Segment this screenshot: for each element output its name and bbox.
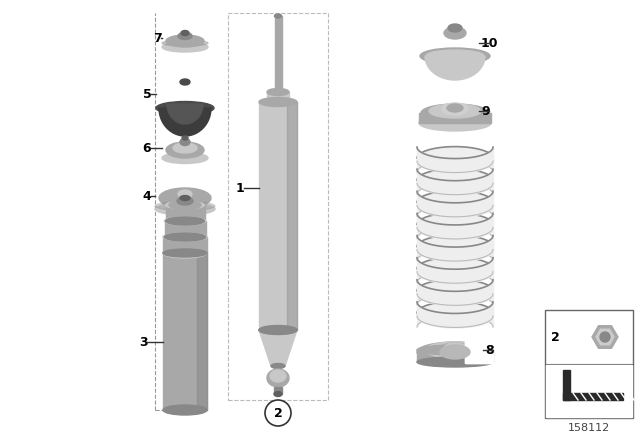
Ellipse shape	[163, 233, 207, 241]
Ellipse shape	[275, 14, 282, 18]
Polygon shape	[425, 56, 485, 80]
Bar	[419, 113, 491, 123]
Bar	[165, 221, 206, 237]
Ellipse shape	[164, 233, 205, 241]
Circle shape	[600, 332, 610, 342]
Ellipse shape	[180, 79, 190, 85]
Ellipse shape	[166, 142, 204, 158]
Ellipse shape	[163, 248, 207, 258]
Ellipse shape	[164, 217, 205, 225]
Ellipse shape	[447, 104, 463, 112]
Text: 2: 2	[274, 406, 282, 419]
Text: 1: 1	[236, 181, 244, 194]
Ellipse shape	[155, 202, 215, 211]
Ellipse shape	[180, 195, 190, 201]
Bar	[166, 205, 205, 221]
Text: 158112: 158112	[568, 423, 610, 433]
Text: 6: 6	[143, 142, 151, 155]
Polygon shape	[167, 104, 203, 124]
Text: 10: 10	[481, 36, 499, 49]
Ellipse shape	[162, 42, 208, 52]
Ellipse shape	[180, 138, 190, 146]
Ellipse shape	[162, 40, 208, 46]
Bar	[267, 92, 289, 102]
Bar	[545, 310, 633, 418]
Ellipse shape	[181, 30, 189, 35]
Ellipse shape	[267, 369, 289, 387]
Ellipse shape	[439, 343, 471, 357]
Bar	[563, 370, 570, 400]
Polygon shape	[596, 329, 614, 345]
Ellipse shape	[259, 326, 297, 335]
Polygon shape	[592, 326, 618, 348]
Ellipse shape	[166, 35, 204, 47]
Ellipse shape	[267, 99, 289, 105]
Bar	[228, 13, 328, 400]
Ellipse shape	[417, 342, 493, 362]
Ellipse shape	[421, 104, 489, 122]
Ellipse shape	[271, 363, 285, 369]
Text: 3: 3	[139, 336, 147, 349]
Bar	[259, 102, 297, 330]
Ellipse shape	[163, 405, 207, 415]
Ellipse shape	[182, 136, 188, 140]
Ellipse shape	[155, 203, 215, 215]
Ellipse shape	[162, 152, 208, 164]
Ellipse shape	[417, 345, 493, 355]
Text: 8: 8	[485, 344, 493, 357]
Text: 4: 4	[143, 190, 152, 202]
Ellipse shape	[429, 104, 481, 118]
Ellipse shape	[267, 89, 289, 95]
Ellipse shape	[275, 90, 282, 94]
Text: 7: 7	[152, 31, 161, 44]
Bar	[197, 253, 207, 410]
Ellipse shape	[274, 392, 282, 396]
Ellipse shape	[442, 103, 468, 115]
Bar	[417, 350, 493, 362]
Ellipse shape	[178, 190, 192, 198]
Ellipse shape	[420, 48, 490, 64]
Polygon shape	[159, 108, 211, 136]
Ellipse shape	[177, 197, 193, 205]
Polygon shape	[465, 336, 493, 363]
Circle shape	[265, 400, 291, 426]
Text: 5: 5	[143, 87, 152, 100]
Ellipse shape	[166, 217, 204, 225]
Ellipse shape	[156, 102, 214, 115]
Bar	[546, 365, 632, 417]
Ellipse shape	[419, 115, 491, 131]
Ellipse shape	[440, 345, 470, 359]
Ellipse shape	[444, 27, 466, 39]
Bar	[163, 253, 207, 410]
Ellipse shape	[417, 357, 493, 367]
Polygon shape	[259, 330, 297, 366]
Ellipse shape	[173, 143, 197, 153]
Text: 9: 9	[481, 104, 490, 117]
Ellipse shape	[444, 343, 466, 353]
Bar	[563, 393, 623, 400]
Ellipse shape	[159, 188, 211, 208]
Text: 2: 2	[550, 331, 559, 344]
Ellipse shape	[425, 342, 485, 358]
Bar	[275, 16, 282, 92]
Ellipse shape	[169, 200, 201, 210]
Bar	[163, 237, 207, 253]
Bar	[287, 102, 297, 330]
Ellipse shape	[448, 24, 462, 32]
Ellipse shape	[163, 249, 207, 257]
Ellipse shape	[259, 326, 297, 334]
Ellipse shape	[166, 201, 204, 209]
Ellipse shape	[178, 33, 192, 39]
Bar	[274, 387, 282, 394]
Ellipse shape	[259, 98, 297, 107]
Ellipse shape	[270, 370, 286, 382]
Polygon shape	[465, 336, 493, 363]
Ellipse shape	[426, 50, 484, 62]
